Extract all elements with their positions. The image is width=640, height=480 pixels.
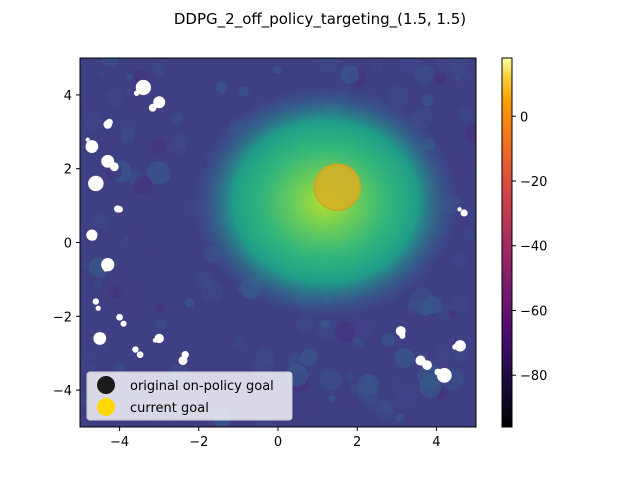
- y-axis-ticks: −4 −2 0 2 4: [53, 89, 80, 399]
- colorbar: 0 −20 −40 −60 −80: [501, 57, 547, 428]
- colorbar-ticks: 0 −20 −40 −60 −80: [512, 110, 547, 384]
- legend: original on-policy goal current goal: [86, 371, 293, 421]
- y-tick-label: 0: [64, 237, 72, 252]
- colorbar-tick-label: 0: [520, 110, 528, 125]
- x-tick-label: 4: [432, 435, 440, 450]
- colorbar-tick-label: −60: [520, 304, 547, 319]
- colorbar-tick-label: −40: [520, 240, 547, 255]
- chart-title: DDPG_2_off_policy_targeting_(1.5, 1.5): [174, 10, 466, 29]
- x-axis-ticks: −4 −2 0 2 4: [110, 427, 441, 450]
- y-tick-label: 2: [64, 163, 72, 178]
- legend-label-original-goal: original on-policy goal: [130, 379, 274, 394]
- x-tick-label: −2: [189, 435, 208, 450]
- current-goal-marker: [313, 163, 362, 211]
- x-tick-label: −4: [110, 435, 129, 450]
- x-tick-label: 2: [353, 435, 361, 450]
- legend-marker-current-goal: [97, 398, 115, 416]
- legend-box: [86, 371, 293, 421]
- unvisited-regions: [85, 79, 468, 383]
- y-tick-label: −2: [53, 310, 72, 325]
- x-tick-label: 0: [274, 435, 282, 450]
- colorbar-gradient: [501, 57, 513, 428]
- legend-marker-original-goal: [97, 376, 115, 394]
- colorbar-tick-label: −20: [520, 175, 547, 190]
- legend-label-current-goal: current goal: [130, 401, 209, 416]
- y-tick-label: −4: [53, 384, 72, 399]
- colorbar-tick-label: −80: [520, 369, 547, 384]
- y-tick-label: 4: [64, 89, 72, 104]
- plot-area: [80, 58, 476, 427]
